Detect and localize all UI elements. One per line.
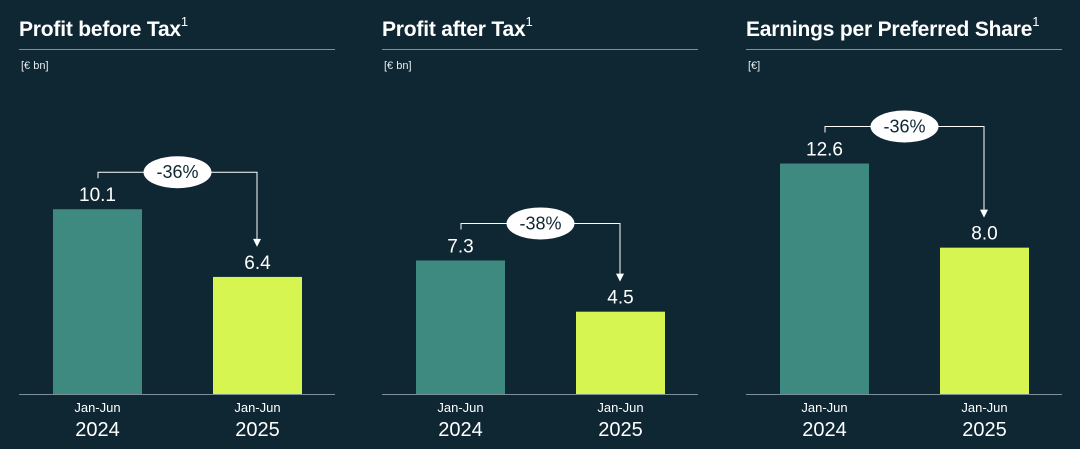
chart-title: Earnings per Preferred Share1 <box>746 14 1040 42</box>
bar-chart-profit-after-tax: 7.3 Jan-Jun 2024 4.5 Jan-Jun 2025 -38% <box>382 207 698 441</box>
value-label: 8.0 <box>971 224 997 245</box>
value-label: 12.6 <box>806 140 843 161</box>
bar-2025 <box>213 276 302 394</box>
value-label: 7.3 <box>447 236 473 257</box>
arrow-down-icon <box>253 238 261 247</box>
x-tick-year: 2024 <box>438 419 483 441</box>
unit-label: [€] <box>748 60 761 72</box>
bar-chart-earnings-per-preferred-share: 12.6 Jan-Jun 2024 8.0 Jan-Jun 2025 -36% <box>746 110 1062 441</box>
change-badge <box>870 110 939 143</box>
x-tick-period: Jan-Jun <box>74 400 120 415</box>
chart-title: Profit after Tax1 <box>382 14 533 42</box>
footnote-marker: 1 <box>525 14 533 29</box>
change-badge-label: -38% <box>519 213 561 233</box>
arrow-down-icon <box>980 209 988 218</box>
title-divider <box>19 49 335 50</box>
title-divider <box>382 49 698 50</box>
x-tick-year: 2024 <box>802 419 847 441</box>
change-badge-label: -36% <box>883 117 925 137</box>
change-badge-label: -36% <box>156 162 198 182</box>
bar-2024 <box>53 209 142 394</box>
change-badge <box>143 156 212 189</box>
x-tick-period: Jan-Jun <box>234 400 280 415</box>
bar-2024 <box>780 163 869 394</box>
chart-title: Profit before Tax1 <box>19 14 188 42</box>
chart-panel-earnings-per-preferred-share: Earnings per Preferred Share1 [€] 12.6 Ja… <box>746 0 1062 449</box>
x-tick-period: Jan-Jun <box>437 400 483 415</box>
value-label: 4.5 <box>607 288 633 309</box>
bar-2024 <box>416 260 505 394</box>
chart-title-text: Profit before Tax <box>19 18 181 41</box>
bar-chart-profit-before-tax: 10.1 Jan-Jun 2024 6.4 Jan-Jun 2025 -36% <box>19 156 335 441</box>
x-tick-period: Jan-Jun <box>801 400 847 415</box>
bar-2025 <box>940 247 1029 394</box>
chart-title-text: Profit after Tax <box>382 18 526 41</box>
change-badge <box>506 207 575 240</box>
x-tick-year: 2024 <box>75 419 120 441</box>
unit-label: [€ bn] <box>21 60 49 72</box>
chart-title-text: Earnings per Preferred Share <box>746 18 1033 41</box>
value-label: 10.1 <box>79 185 116 206</box>
footnote-marker: 1 <box>180 14 188 29</box>
footnote-marker: 1 <box>1032 14 1040 29</box>
x-tick-period: Jan-Jun <box>597 400 643 415</box>
arrow-down-icon <box>616 273 624 282</box>
value-label: 6.4 <box>244 253 271 274</box>
chart-panel-profit-before-tax: Profit before Tax1 [€ bn] 10.1 Jan-Jun 202… <box>19 0 335 449</box>
unit-label: [€ bn] <box>384 60 412 72</box>
x-tick-year: 2025 <box>962 419 1007 441</box>
x-tick-year: 2025 <box>235 419 280 441</box>
bar-2025 <box>576 311 665 394</box>
title-divider <box>746 49 1062 50</box>
x-tick-year: 2025 <box>598 419 643 441</box>
x-tick-period: Jan-Jun <box>961 400 1007 415</box>
chart-panel-profit-after-tax: Profit after Tax1 [€ bn] 7.3 Jan-Jun 2024 4… <box>382 0 698 449</box>
